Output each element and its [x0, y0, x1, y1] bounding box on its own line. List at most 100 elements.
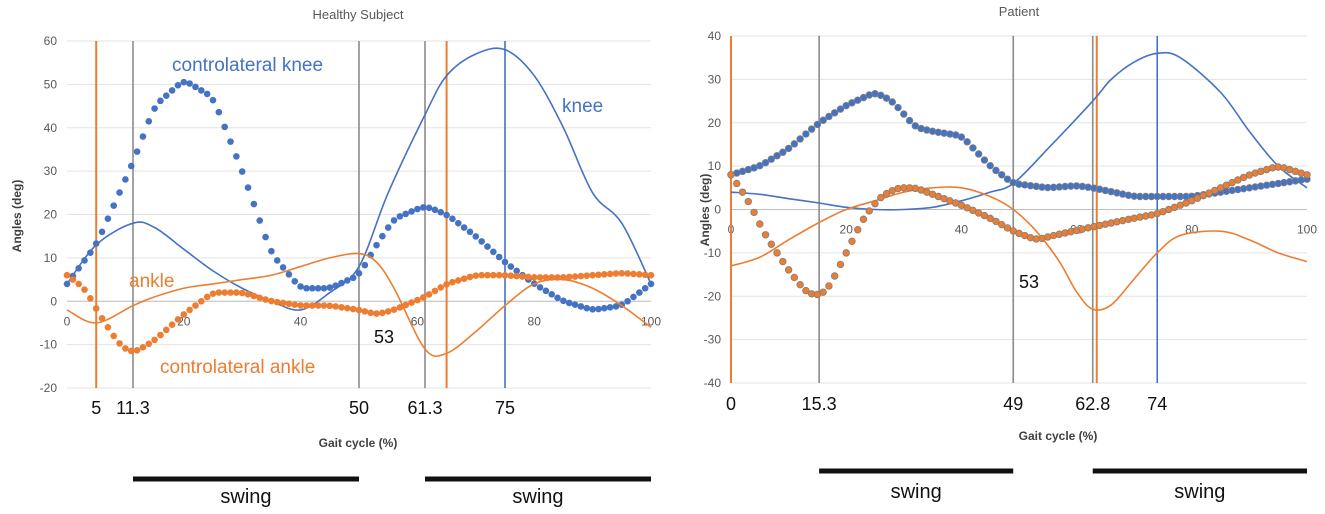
data-point — [256, 294, 264, 302]
data-point — [98, 314, 106, 322]
data-point — [273, 257, 281, 264]
data-point — [443, 211, 450, 219]
data-point — [69, 276, 77, 283]
data-point — [519, 273, 526, 280]
data-point — [624, 297, 631, 305]
data-point — [784, 144, 793, 153]
data-point — [145, 340, 153, 348]
data-point — [565, 299, 573, 307]
annotation-knee: knee — [562, 96, 603, 117]
data-point — [279, 299, 287, 307]
data-point — [472, 233, 480, 240]
data-point — [215, 108, 223, 116]
data-point — [250, 292, 258, 300]
event-label: 5 — [91, 398, 101, 418]
y-tick-label: 30 — [708, 72, 722, 86]
data-point — [215, 289, 223, 296]
data-point — [145, 118, 153, 125]
data-point — [414, 205, 421, 213]
data-point — [530, 273, 538, 281]
data-point — [963, 138, 971, 146]
event-label: 11.3 — [116, 398, 150, 418]
data-point — [355, 270, 363, 277]
annotation-ankle: ankle — [129, 271, 174, 292]
data-point — [63, 280, 71, 288]
x-tick-label: 100 — [641, 314, 661, 328]
data-point — [221, 289, 228, 296]
data-point — [449, 215, 456, 223]
event-label: 61.3 — [407, 398, 442, 418]
data-point — [871, 200, 879, 208]
data-point — [756, 220, 764, 228]
data-point — [192, 302, 199, 309]
data-point — [606, 270, 614, 278]
swing-label: swing — [220, 486, 271, 508]
data-point — [761, 158, 770, 167]
data-point — [273, 298, 281, 306]
data-point — [957, 133, 966, 141]
event-label: 49 — [1003, 394, 1023, 414]
grid-lines — [731, 35, 1307, 384]
data-point — [560, 273, 567, 281]
data-point — [186, 80, 193, 87]
data-point — [384, 308, 392, 315]
data-point — [116, 340, 123, 347]
data-point — [727, 171, 735, 179]
data-point — [807, 125, 816, 133]
data-point — [361, 308, 369, 315]
event-label: 62.8 — [1075, 394, 1110, 414]
data-point — [992, 217, 1000, 226]
data-point — [882, 189, 891, 198]
chart-title: Patient — [999, 4, 1040, 19]
data-point — [796, 280, 804, 289]
data-point — [583, 272, 591, 279]
data-point — [986, 214, 994, 223]
data-point — [332, 282, 339, 289]
data-point — [268, 297, 275, 305]
data-point — [122, 345, 129, 352]
data-point — [151, 105, 158, 112]
data-point — [157, 331, 164, 339]
data-point — [209, 290, 217, 297]
data-point — [888, 98, 896, 106]
data-point — [779, 257, 787, 266]
data-point — [466, 228, 474, 236]
event-label: 50 — [349, 398, 369, 418]
y-tick-label: -30 — [704, 333, 722, 347]
data-point — [390, 217, 398, 224]
data-point — [859, 215, 868, 223]
data-point — [326, 284, 334, 291]
data-point — [326, 302, 334, 310]
y-axis-label: Angles (deg) — [10, 180, 24, 253]
data-point — [63, 271, 71, 279]
data-point — [542, 287, 550, 295]
data-point — [802, 130, 810, 138]
data-point — [344, 277, 351, 284]
data-point — [571, 301, 579, 309]
data-point — [425, 204, 433, 212]
data-point — [472, 272, 480, 279]
data-point — [466, 273, 474, 281]
series-dots-controlateral-knee — [63, 78, 655, 313]
data-point — [1003, 224, 1012, 232]
data-point — [139, 133, 147, 140]
data-point — [767, 155, 776, 163]
data-point — [536, 284, 544, 291]
data-point — [349, 305, 357, 313]
annotation-controlateral-knee: controlateral knee — [172, 55, 323, 76]
data-point — [744, 197, 752, 206]
series-line-knee — [66, 47, 652, 311]
data-point — [484, 243, 491, 250]
data-point — [986, 161, 994, 170]
annotation-53: 53 — [1019, 272, 1039, 292]
data-point — [419, 294, 427, 301]
data-point — [560, 297, 567, 305]
y-tick-label: 30 — [44, 164, 58, 178]
data-point — [320, 284, 328, 292]
data-point — [819, 116, 827, 124]
series-line-ankle — [66, 252, 652, 358]
data-point — [414, 296, 421, 304]
data-point — [513, 267, 520, 275]
data-point — [431, 206, 439, 214]
